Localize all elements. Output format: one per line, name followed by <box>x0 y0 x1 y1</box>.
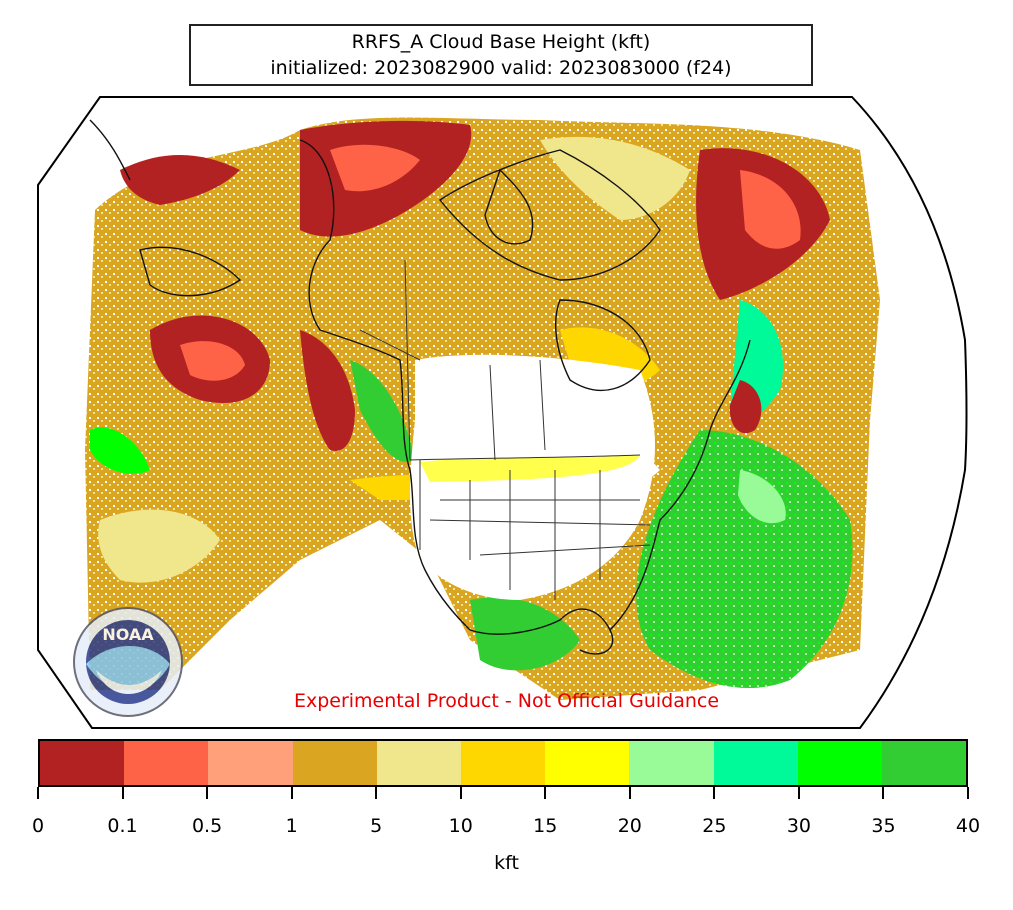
colorbar-segment <box>208 741 293 785</box>
colorbar-tick-label: 15 <box>533 815 558 837</box>
colorbar-segment <box>881 741 967 785</box>
colorbar-segment <box>460 741 546 785</box>
colorbar-tick-label: 35 <box>871 815 896 837</box>
experimental-disclaimer: Experimental Product - Not Official Guid… <box>0 690 1013 712</box>
colorbar-tick <box>375 787 378 799</box>
colorbar-tick <box>882 787 885 799</box>
noaa-logo-icon: NOAA <box>73 607 183 717</box>
colorbar-segment <box>629 741 714 785</box>
cloud-base-field <box>85 117 880 700</box>
disclaimer-text: Experimental Product - Not Official Guid… <box>293 690 720 712</box>
colorbar-unit-label: kft <box>494 852 519 874</box>
colorbar-segment <box>376 741 461 785</box>
political-boundaries <box>359 259 651 600</box>
colorbar-tick-label: 0.1 <box>107 815 138 837</box>
colorbar-tick-label: 0.5 <box>191 815 223 837</box>
colorbar-segment <box>797 741 882 785</box>
colorbar-tick-label: 40 <box>955 815 981 837</box>
coastlines <box>89 119 751 655</box>
title-line-2: initialized: 2023082900 valid: 202308300… <box>270 57 732 79</box>
colorbar-ticks: 0 0.1 0.5 1 5 10 15 20 25 30 35 40 <box>32 787 980 837</box>
colorbar-segment <box>292 741 377 785</box>
colorbar-tick <box>628 787 631 799</box>
colorbar-tick <box>967 787 969 799</box>
colorbar-tick-label: 20 <box>617 815 642 837</box>
colorbar-tick-label: 1 <box>285 815 298 837</box>
colorbar-tick-label: 10 <box>448 815 473 837</box>
colorbar-tick <box>206 787 209 799</box>
colorbar-tick-label: 30 <box>786 815 811 837</box>
colorbar-tick <box>37 787 39 799</box>
map-title: RRFS_A Cloud Base Height (kft) initializ… <box>189 24 813 86</box>
colorbar-tick <box>797 787 800 799</box>
colorbar-tick <box>121 787 124 799</box>
colorbar-tick <box>459 787 462 799</box>
colorbar-tick <box>713 787 716 799</box>
noaa-logo-text: NOAA <box>102 625 154 644</box>
colorbar-tick <box>290 787 293 799</box>
colorbar-tick-label: 0 <box>31 815 45 837</box>
title-line-1: RRFS_A Cloud Base Height (kft) <box>351 31 651 53</box>
colorbar-segment <box>40 741 125 785</box>
colorbar-tick <box>544 787 547 799</box>
colorbar-segment <box>545 741 630 785</box>
colorbar <box>38 739 968 787</box>
colorbar-tick-label: 25 <box>702 815 727 837</box>
colorbar-tick-label: 5 <box>370 815 383 837</box>
colorbar-segment <box>713 741 798 785</box>
colorbar-segment <box>124 741 209 785</box>
